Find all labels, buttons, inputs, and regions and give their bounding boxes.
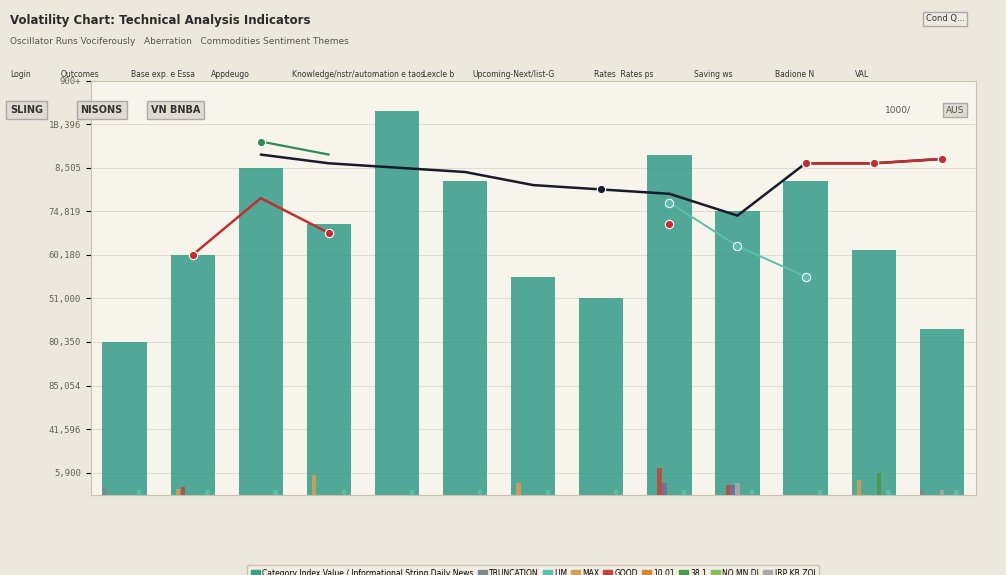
Bar <box>238 168 283 494</box>
Bar <box>818 490 823 494</box>
Bar <box>443 181 487 495</box>
Bar <box>940 490 944 494</box>
Text: Base exp. e Essa: Base exp. e Essa <box>131 70 195 79</box>
Bar <box>546 490 550 494</box>
Text: Outcomes: Outcomes <box>60 70 99 79</box>
Bar <box>919 329 964 494</box>
Text: Knowledge/nstr/automation e taos: Knowledge/nstr/automation e taos <box>292 70 425 79</box>
Bar <box>103 487 107 494</box>
Bar <box>478 490 482 494</box>
Bar <box>730 485 734 494</box>
Bar <box>857 480 861 494</box>
Bar <box>851 251 895 494</box>
Bar <box>682 490 686 494</box>
Bar <box>658 467 662 494</box>
Text: VAL: VAL <box>855 70 869 79</box>
Bar <box>725 485 729 494</box>
Bar <box>516 483 520 494</box>
Text: Login: Login <box>10 70 31 79</box>
Text: VN BNBA: VN BNBA <box>151 105 200 115</box>
Text: Volatility Chart: Technical Analysis Indicators: Volatility Chart: Technical Analysis Ind… <box>10 14 311 28</box>
Text: Rates  Rates ps: Rates Rates ps <box>594 70 653 79</box>
Bar <box>342 490 346 494</box>
Bar <box>579 298 624 494</box>
Bar <box>647 155 691 494</box>
Text: Saving ws: Saving ws <box>694 70 732 79</box>
Bar <box>137 490 142 494</box>
Text: Upcoming-Next/list-G: Upcoming-Next/list-G <box>473 70 555 79</box>
Text: AUS: AUS <box>946 106 964 114</box>
Bar <box>274 490 278 494</box>
Text: Badione N: Badione N <box>775 70 814 79</box>
Bar <box>307 224 351 494</box>
Bar <box>176 489 180 494</box>
Bar <box>955 490 959 494</box>
Bar <box>312 476 316 494</box>
Bar <box>886 490 890 494</box>
Bar <box>614 490 618 494</box>
Text: Cond Q...: Cond Q... <box>926 14 965 24</box>
Bar <box>662 483 667 494</box>
Text: Oscillator Runs Vociferously   Aberration   Commodities Sentiment Themes: Oscillator Runs Vociferously Aberration … <box>10 37 349 47</box>
Bar <box>171 255 215 494</box>
Bar <box>511 277 555 494</box>
Bar <box>920 490 925 494</box>
Bar <box>715 211 760 494</box>
Bar <box>409 490 413 494</box>
Text: 1000/: 1000/ <box>885 106 911 114</box>
Bar <box>784 181 828 495</box>
Bar <box>375 111 420 495</box>
Bar <box>735 483 739 494</box>
Text: Lexcle b: Lexcle b <box>423 70 454 79</box>
Text: Appdeugo: Appdeugo <box>211 70 250 79</box>
Bar <box>750 490 754 494</box>
Text: NISONS: NISONS <box>80 105 123 115</box>
Legend: Category Index Value / Informational String Daily News, TRUNCATION, LIM, MAX, GO: Category Index Value / Informational Str… <box>247 565 819 575</box>
Bar <box>181 487 185 494</box>
Bar <box>876 473 880 494</box>
Text: SLING: SLING <box>10 105 43 115</box>
Bar <box>103 342 147 494</box>
Bar <box>205 490 209 494</box>
